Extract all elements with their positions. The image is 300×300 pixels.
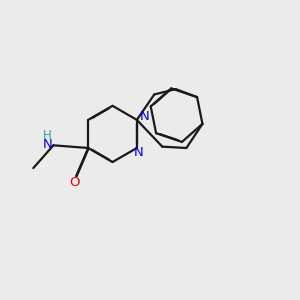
Text: H: H [43, 129, 52, 142]
Text: N: N [140, 110, 149, 123]
Text: N: N [134, 146, 143, 159]
Text: O: O [70, 176, 80, 189]
Text: N: N [43, 138, 52, 151]
